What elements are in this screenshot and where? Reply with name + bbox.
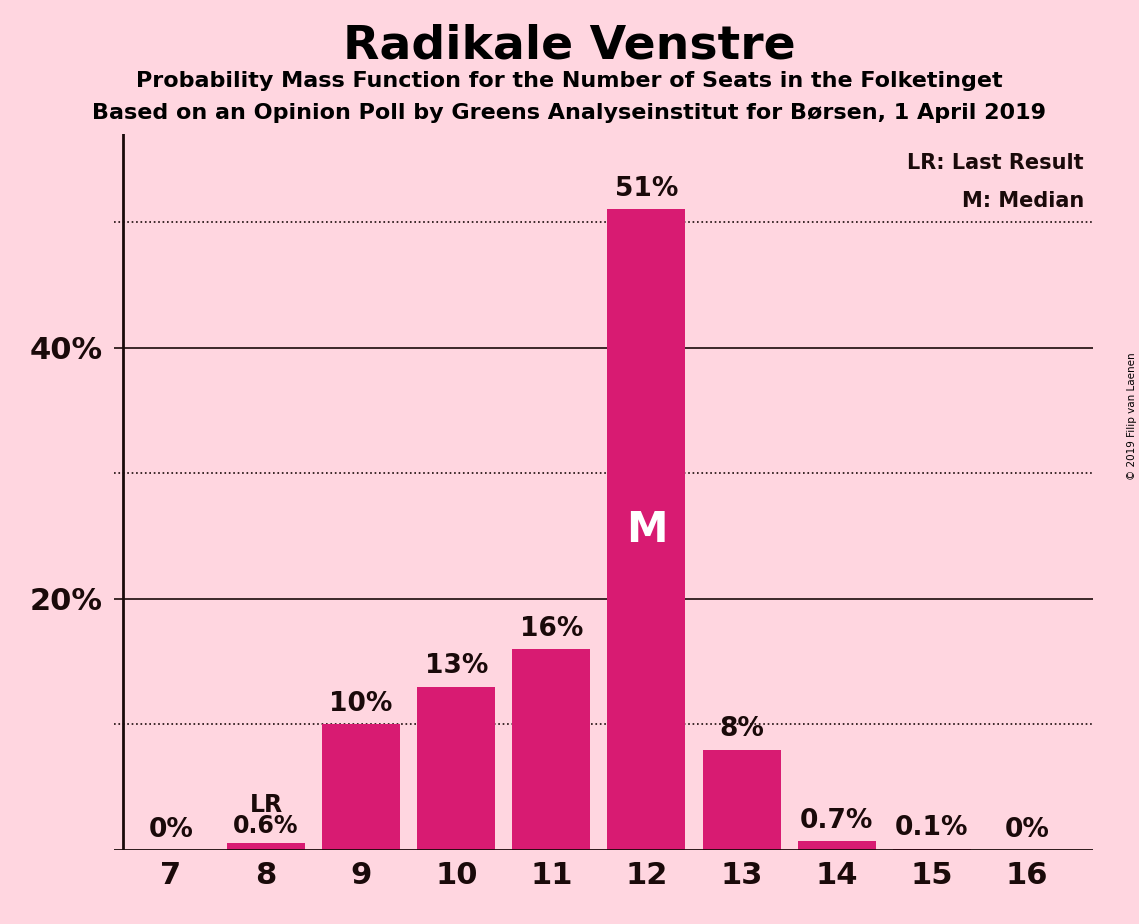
Text: M: Median: M: Median (961, 190, 1084, 211)
Text: 0%: 0% (148, 817, 194, 843)
Bar (322, 724, 400, 850)
Bar (417, 687, 495, 850)
Text: Radikale Venstre: Radikale Venstre (343, 23, 796, 68)
Text: LR: LR (249, 794, 282, 818)
Text: 0.6%: 0.6% (233, 813, 298, 837)
Text: 8%: 8% (719, 716, 764, 742)
Bar (513, 649, 590, 850)
Text: 0%: 0% (1005, 817, 1049, 843)
Bar (227, 843, 305, 850)
Text: 16%: 16% (519, 615, 583, 641)
Text: © 2019 Filip van Laenen: © 2019 Filip van Laenen (1126, 352, 1137, 480)
Text: M: M (625, 509, 667, 551)
Text: Based on an Opinion Poll by Greens Analyseinstitut for Børsen, 1 April 2019: Based on an Opinion Poll by Greens Analy… (92, 103, 1047, 124)
Text: 0.1%: 0.1% (895, 815, 968, 841)
Text: Probability Mass Function for the Number of Seats in the Folketinget: Probability Mass Function for the Number… (137, 71, 1002, 91)
Text: 0.7%: 0.7% (800, 808, 874, 833)
Text: 10%: 10% (329, 691, 393, 717)
Text: LR: Last Result: LR: Last Result (908, 152, 1084, 173)
Bar (607, 210, 686, 850)
Bar (797, 841, 876, 850)
Text: 51%: 51% (615, 176, 678, 201)
Text: 13%: 13% (425, 653, 487, 679)
Bar (703, 749, 780, 850)
Bar (893, 849, 970, 850)
